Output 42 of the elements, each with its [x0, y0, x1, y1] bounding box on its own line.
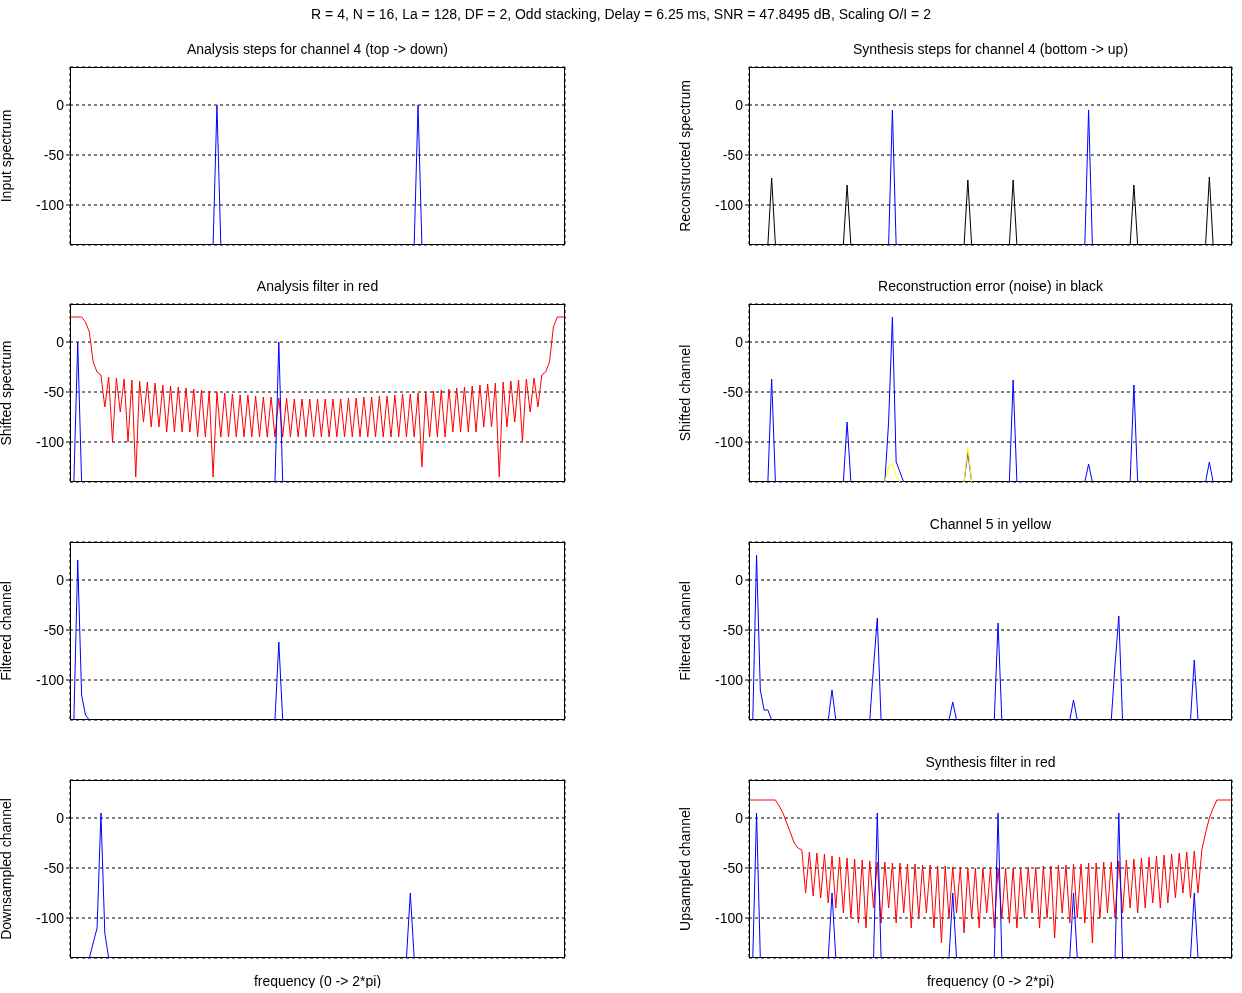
y-tick-label: -100 [35, 671, 65, 688]
y-tick-label: 0 [735, 571, 744, 588]
y-axis-title: Reconstructed spectrum [676, 80, 693, 232]
x-axis-title: frequency (0 -> 2*pi) [926, 973, 1055, 989]
y-tick-label: -100 [35, 433, 65, 450]
chart-title: Synthesis filter in red [924, 754, 1057, 770]
y-axis-title: Filtered channel [676, 581, 693, 681]
y-tick-label: -50 [43, 859, 65, 876]
y-tick-label: 0 [56, 333, 65, 350]
y-tick-label: -100 [714, 909, 744, 926]
y-tick-label: -50 [722, 383, 744, 400]
y-tick-label: -100 [714, 671, 744, 688]
y-axis-title: Shifted channel [676, 344, 693, 442]
y-tick-label: -100 [35, 196, 65, 213]
y-tick-label: 0 [56, 96, 65, 113]
y-axis-title: Shifted spectrum [0, 340, 14, 446]
y-axis-title: Filtered channel [0, 581, 14, 681]
y-tick-label: -50 [722, 146, 744, 163]
chart-title: Analysis steps for channel 4 (top -> down) [185, 41, 450, 57]
y-tick-label: 0 [56, 571, 65, 588]
line-series [748, 799, 1233, 944]
y-axis-title: Upsampled channel [676, 807, 693, 931]
y-tick-label: -100 [714, 196, 744, 213]
chart-title: Synthesis steps for channel 4 (bottom -> up) [851, 41, 1130, 57]
y-tick-label: -100 [714, 433, 744, 450]
chart-title: Channel 5 in yellow [928, 516, 1053, 532]
text: R = 4, N = 16, La = 128, DF = 2, Odd stacking, Delay = 6.25 ms, SNR = 47.8495 dB, Scaling O/I = 2 [310, 6, 932, 22]
y-tick-label: 0 [735, 333, 744, 350]
y-tick-label: 0 [56, 809, 65, 826]
chart-title: Analysis filter in red [255, 278, 380, 294]
y-axis-title: Downsampled channel [0, 798, 14, 940]
y-tick-label: -100 [35, 909, 65, 926]
y-tick-label: -50 [43, 383, 65, 400]
y-tick-label: -50 [43, 621, 65, 638]
y-tick-label: 0 [735, 809, 744, 826]
chart-title: Reconstruction error (noise) in black [877, 278, 1104, 294]
y-tick-label: 0 [735, 96, 744, 113]
y-tick-label: -50 [722, 859, 744, 876]
y-axis-title: Input spectrum [0, 109, 14, 203]
y-tick-label: -50 [722, 621, 744, 638]
y-tick-label: -50 [43, 146, 65, 163]
x-axis-title: frequency (0 -> 2*pi) [253, 973, 382, 989]
